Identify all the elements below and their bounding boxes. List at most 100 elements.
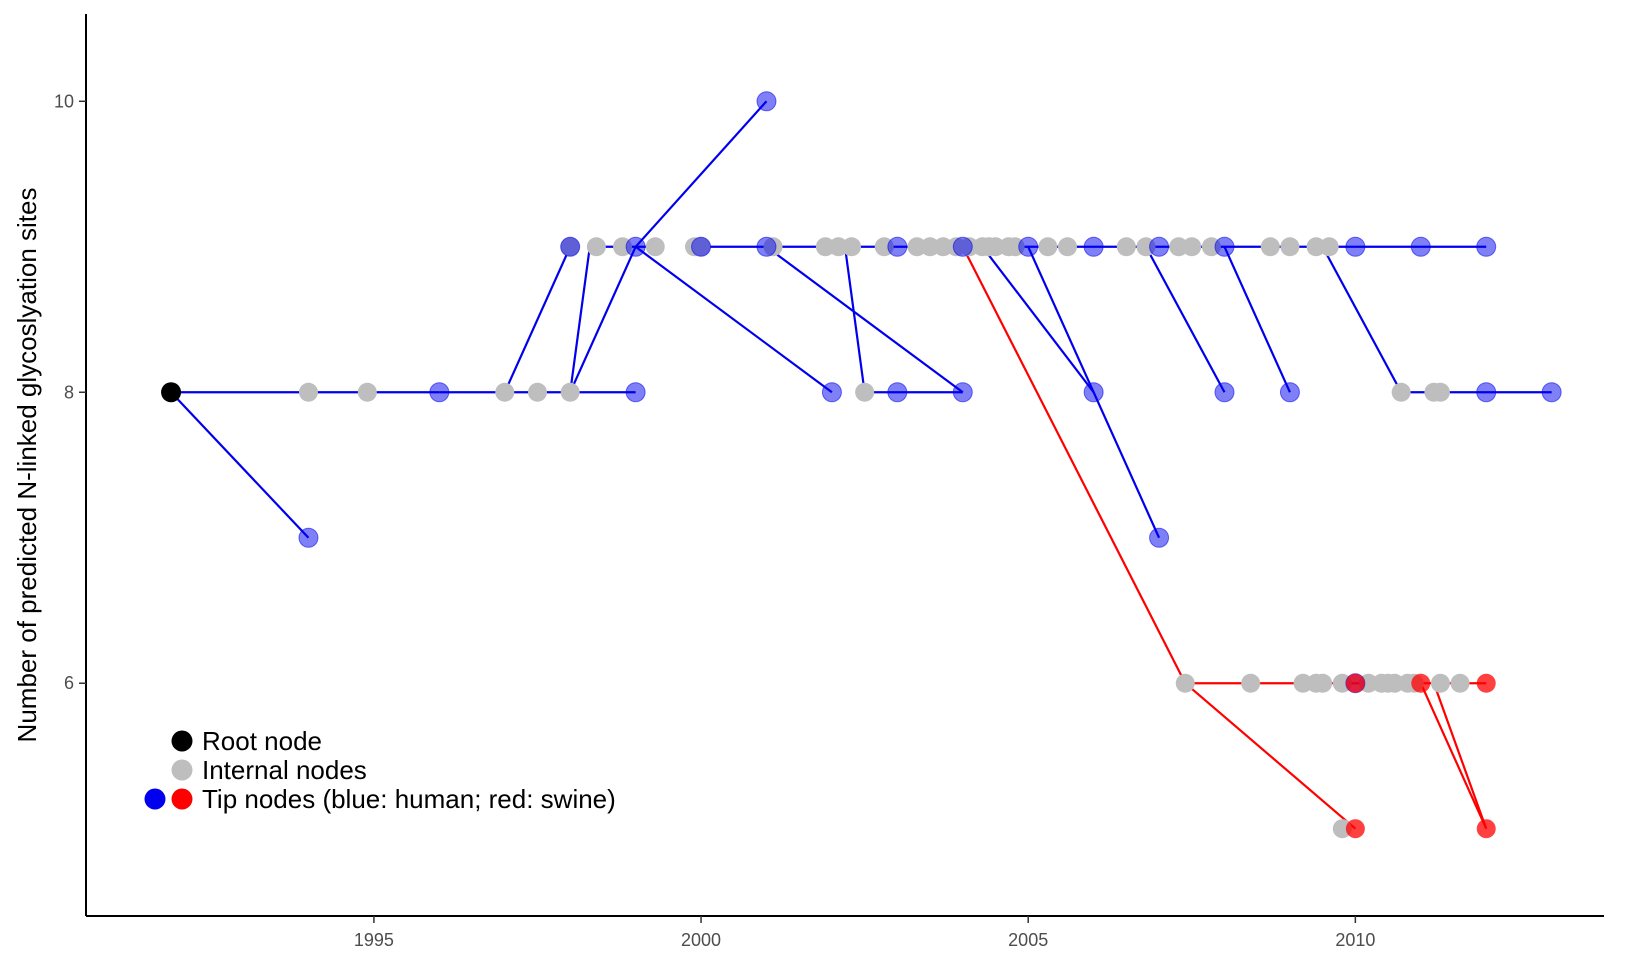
internal-node-50 bbox=[1385, 673, 1405, 693]
human-edge-20 bbox=[1145, 246, 1226, 393]
legend-label-1: Internal nodes bbox=[202, 755, 367, 785]
human-tip-node-22 bbox=[1410, 236, 1431, 257]
human-tip-node-9 bbox=[887, 236, 908, 257]
internal-node-23 bbox=[985, 237, 1005, 257]
points-layer bbox=[161, 91, 1562, 839]
human-edge-8 bbox=[503, 246, 572, 393]
human-tip-node-7 bbox=[756, 236, 777, 257]
internal-node-43 bbox=[1293, 673, 1313, 693]
human-edge-18 bbox=[981, 246, 1095, 393]
human-edge-10 bbox=[569, 246, 637, 393]
internal-node-13 bbox=[828, 237, 848, 257]
human-edge-13 bbox=[634, 245, 833, 394]
human-tip-node-0 bbox=[298, 527, 319, 548]
internal-node-3 bbox=[527, 382, 547, 402]
y-tick-label-10: 10 bbox=[54, 91, 74, 111]
internal-node-27 bbox=[1057, 237, 1077, 257]
internal-node-38 bbox=[1391, 382, 1411, 402]
internal-node-17 bbox=[920, 237, 940, 257]
internal-node-42 bbox=[1241, 673, 1261, 693]
swine-edge-3 bbox=[1419, 682, 1488, 830]
x-tick-label-2005: 2005 bbox=[1008, 930, 1048, 950]
human-tip-node-16 bbox=[1149, 236, 1170, 257]
internal-node-28 bbox=[1116, 237, 1136, 257]
edges-layer bbox=[170, 100, 1552, 830]
internal-node-18 bbox=[933, 237, 953, 257]
legend-label-0: Root node bbox=[202, 726, 322, 756]
swine-tip-node-1 bbox=[1411, 673, 1431, 693]
human-tip-node-23 bbox=[1476, 236, 1497, 257]
internal-node-34 bbox=[1280, 237, 1300, 257]
internal-node-31 bbox=[1182, 237, 1202, 257]
human-tip-node-5 bbox=[691, 236, 712, 257]
x-tick-label-2000: 2000 bbox=[681, 930, 721, 950]
x-tick-label-1995: 1995 bbox=[354, 930, 394, 950]
human-edge-15 bbox=[765, 245, 964, 394]
y-tick-label-6: 6 bbox=[64, 673, 74, 693]
human-edge-21 bbox=[1223, 246, 1291, 393]
internal-node-41 bbox=[1175, 673, 1195, 693]
swine-tip-node-0 bbox=[1345, 673, 1365, 693]
internal-node-30 bbox=[1169, 237, 1189, 257]
internal-node-33 bbox=[1260, 237, 1280, 257]
legend-swatch-0-0 bbox=[171, 730, 193, 752]
human-tip-node-6 bbox=[756, 91, 777, 112]
human-tip-node-19 bbox=[1214, 382, 1235, 403]
internal-node-45 bbox=[1313, 673, 1333, 693]
internal-node-8 bbox=[645, 237, 665, 257]
human-edge-7 bbox=[170, 391, 310, 539]
internal-node-14 bbox=[842, 237, 862, 257]
legend-swatch-2-1 bbox=[171, 788, 193, 810]
human-tip-node-1 bbox=[429, 382, 450, 403]
human-tip-node-14 bbox=[1083, 236, 1104, 257]
human-tip-node-25 bbox=[1541, 382, 1562, 403]
internal-node-6 bbox=[586, 237, 606, 257]
internal-node-12 bbox=[815, 237, 835, 257]
internal-node-2 bbox=[495, 382, 515, 402]
swine-edge-2 bbox=[1184, 682, 1357, 830]
legend-label-2: Tip nodes (blue: human; red: swine) bbox=[202, 784, 616, 814]
human-tip-node-3 bbox=[625, 236, 646, 257]
human-tip-node-20 bbox=[1279, 382, 1300, 403]
human-tip-node-10 bbox=[887, 382, 908, 403]
human-tip-node-18 bbox=[1214, 236, 1235, 257]
human-tip-node-21 bbox=[1345, 236, 1366, 257]
internal-node-0 bbox=[298, 382, 318, 402]
internal-node-4 bbox=[560, 382, 580, 402]
human-tip-node-8 bbox=[821, 382, 842, 403]
human-tip-node-12 bbox=[952, 382, 973, 403]
root-node bbox=[161, 382, 182, 403]
internal-node-16 bbox=[907, 237, 927, 257]
human-edge-9 bbox=[569, 246, 591, 393]
swine-tip-node-4 bbox=[1345, 819, 1365, 839]
human-edge-16 bbox=[843, 246, 866, 393]
legend-swatch-2-0 bbox=[144, 788, 166, 810]
internal-node-26 bbox=[1038, 237, 1058, 257]
swine-edge-4 bbox=[1432, 682, 1488, 830]
internal-node-35 bbox=[1306, 237, 1326, 257]
swine-tip-node-3 bbox=[1476, 819, 1496, 839]
y-axis-title: Number of predicted N-linked glycoslyati… bbox=[12, 188, 42, 743]
internal-node-53 bbox=[1430, 673, 1450, 693]
axes-layer bbox=[85, 14, 1604, 917]
human-tip-node-15 bbox=[1083, 382, 1104, 403]
human-edge-12 bbox=[634, 100, 768, 248]
swine-tip-node-2 bbox=[1476, 673, 1496, 693]
human-tip-node-11 bbox=[952, 236, 973, 257]
ticks-layer: 1995 2000 2005 2010 6 8 10 bbox=[54, 91, 1375, 950]
human-tip-node-17 bbox=[1149, 527, 1170, 548]
human-tip-node-13 bbox=[1018, 236, 1039, 257]
internal-node-55 bbox=[1332, 819, 1352, 839]
internal-node-37 bbox=[855, 382, 875, 402]
y-tick-label-8: 8 bbox=[64, 382, 74, 402]
internal-node-1 bbox=[357, 382, 377, 402]
human-tip-node-2 bbox=[560, 236, 581, 257]
internal-node-54 bbox=[1450, 673, 1470, 693]
human-tip-node-4 bbox=[625, 382, 646, 403]
internal-node-40 bbox=[1430, 382, 1450, 402]
human-edge-22 bbox=[1321, 246, 1403, 393]
legend-swatch-1-0 bbox=[171, 759, 193, 781]
